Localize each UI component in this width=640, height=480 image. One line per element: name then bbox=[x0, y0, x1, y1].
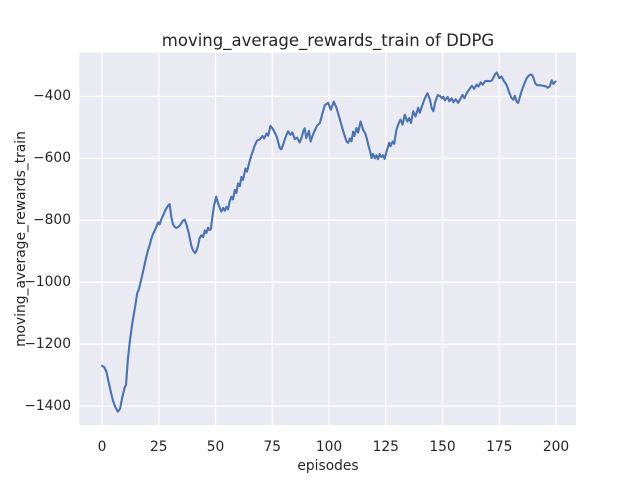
y-tick-label: −1000 bbox=[24, 273, 71, 290]
chart-title: moving_average_rewards_train of DDPG bbox=[161, 31, 495, 50]
y-tick-label: −800 bbox=[33, 211, 71, 228]
plot-background bbox=[79, 52, 576, 425]
x-tick-label: 100 bbox=[315, 439, 343, 455]
y-tick-label: −600 bbox=[33, 149, 71, 166]
x-tick-label: 200 bbox=[542, 439, 570, 455]
x-tick-label: 25 bbox=[149, 439, 168, 455]
x-tick-label: 125 bbox=[372, 439, 399, 455]
x-tick-label: 75 bbox=[263, 439, 282, 455]
y-tick-label: −1200 bbox=[24, 335, 71, 352]
x-axis-label: episodes bbox=[297, 458, 359, 474]
data-line bbox=[100, 71, 557, 413]
y-tick-label: −1400 bbox=[24, 397, 71, 414]
x-tick-label: 50 bbox=[206, 439, 225, 455]
x-tick-label: 175 bbox=[486, 439, 513, 455]
x-tick-label: 0 bbox=[97, 439, 107, 455]
x-tick-label: 150 bbox=[429, 439, 456, 455]
y-tick-label: −400 bbox=[33, 87, 71, 104]
